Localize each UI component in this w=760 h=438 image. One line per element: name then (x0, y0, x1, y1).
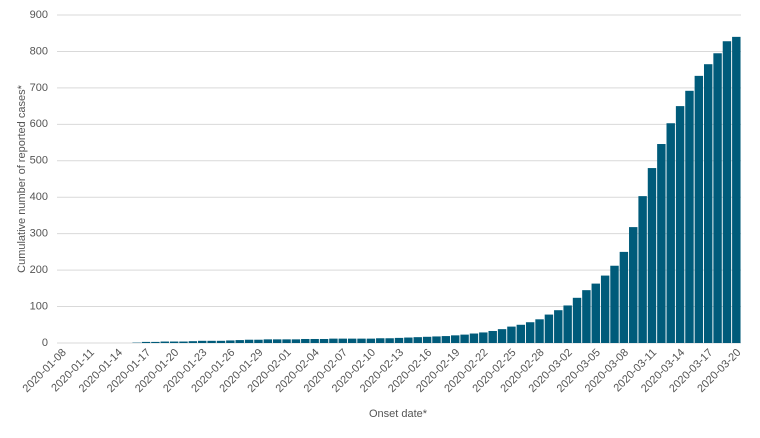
bar (329, 338, 338, 343)
bar (310, 338, 319, 343)
bar (216, 340, 226, 343)
y-tick-label: 100 (30, 300, 48, 312)
bar (141, 341, 151, 343)
y-tick-label: 0 (42, 337, 48, 349)
bar (451, 335, 460, 343)
bar (151, 341, 160, 343)
bar (244, 339, 254, 343)
bar (713, 53, 722, 344)
bar (703, 64, 713, 343)
bar (338, 338, 347, 343)
bar (301, 338, 310, 343)
bar (207, 340, 216, 343)
bar (272, 339, 282, 343)
bar (263, 339, 273, 343)
y-tick-label: 200 (30, 264, 48, 276)
bar (722, 41, 732, 344)
bar (432, 336, 441, 343)
bar (319, 338, 329, 343)
bar (685, 90, 694, 343)
bar (619, 251, 629, 343)
bar (291, 339, 301, 343)
bar (488, 330, 497, 343)
bar (347, 338, 357, 343)
bar (694, 75, 704, 344)
bar (516, 324, 526, 343)
x-axis-title: Onset date* (369, 408, 428, 420)
bar (198, 340, 207, 343)
y-tick-label: 800 (30, 45, 48, 57)
bar (582, 290, 591, 343)
bar (629, 227, 638, 343)
bar (376, 338, 385, 343)
bar (235, 340, 244, 343)
y-tick-label: 900 (30, 9, 48, 21)
bar (282, 339, 291, 343)
y-tick-label: 400 (30, 191, 48, 203)
bar (160, 341, 169, 343)
y-axis-title: Cumulative number of reported cases* (16, 84, 28, 272)
bar (254, 339, 263, 343)
y-tick-label: 600 (30, 118, 48, 130)
bar (675, 106, 685, 343)
bar (404, 337, 413, 343)
bar (563, 305, 572, 343)
bar (226, 340, 235, 343)
bar (525, 322, 535, 343)
bar (441, 336, 451, 343)
bar (591, 283, 600, 343)
bar (544, 314, 554, 343)
bar (169, 341, 179, 343)
y-tick-label: 300 (30, 228, 48, 240)
bar (647, 168, 657, 343)
bar (535, 319, 544, 343)
bar (413, 337, 422, 343)
bar (610, 265, 619, 343)
bar (385, 338, 394, 343)
bar (460, 334, 469, 343)
bar (666, 123, 675, 344)
bar (638, 196, 647, 343)
y-tick-label: 500 (30, 155, 48, 167)
bar (572, 297, 582, 343)
bar (394, 337, 404, 343)
bar (732, 36, 741, 343)
bar (188, 341, 198, 343)
bar (366, 338, 376, 343)
bar (497, 329, 507, 343)
bar (179, 341, 188, 343)
bar (600, 275, 610, 343)
bar (469, 333, 479, 343)
y-tick-label: 700 (30, 82, 48, 94)
bar (657, 144, 666, 343)
bar (507, 326, 516, 343)
bar (422, 336, 432, 343)
bar (554, 310, 563, 343)
bar (357, 338, 366, 343)
bar (479, 332, 488, 343)
